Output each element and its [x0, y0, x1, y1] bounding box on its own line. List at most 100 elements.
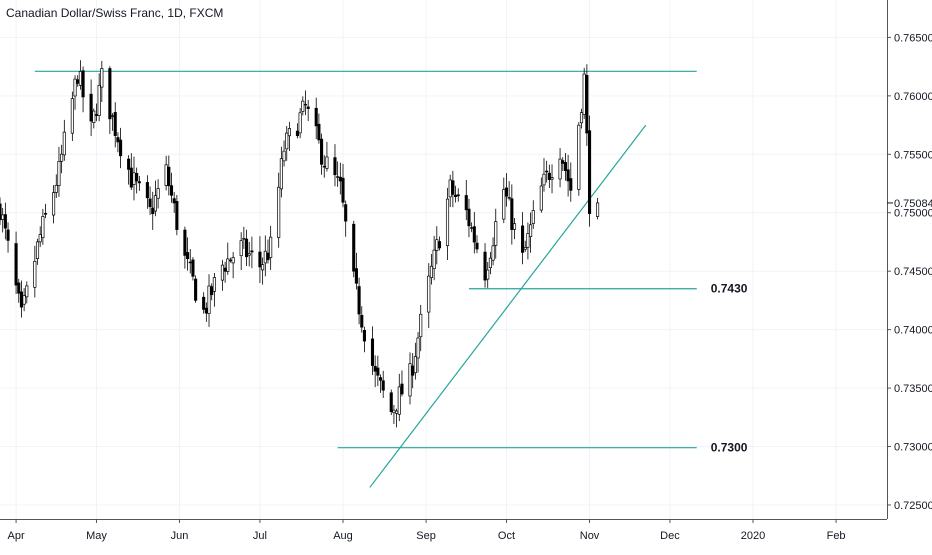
candle-body: [577, 124, 581, 190]
candle-body: [547, 172, 551, 180]
candle-body: [370, 338, 375, 366]
candle-body: [437, 241, 442, 249]
candle-body: [448, 179, 452, 198]
candle-body: [306, 106, 310, 109]
candle-body: [76, 79, 80, 84]
candle-body: [6, 229, 10, 241]
candle-body: [435, 239, 439, 251]
candle-body: [239, 240, 243, 257]
candle-body: [550, 177, 554, 180]
candle-body: [325, 156, 329, 169]
candle-body: [3, 214, 7, 229]
candle-body: [486, 269, 490, 280]
candle-body: [116, 137, 120, 143]
candle-body: [119, 139, 123, 157]
time-scale-background: [0, 519, 932, 550]
candle-body: [153, 195, 157, 212]
candle-body: [295, 130, 300, 137]
candle-body: [228, 259, 233, 262]
price-scale-background: [887, 0, 932, 550]
candle-body: [94, 114, 99, 116]
candle-body: [378, 377, 383, 381]
candle-body: [70, 98, 74, 134]
candle-body: [210, 286, 214, 296]
trend-line: [369, 124, 647, 488]
candle-body: [282, 150, 286, 162]
candle-body: [52, 192, 56, 216]
x-tick-label: Aug: [333, 530, 353, 542]
candle-body: [62, 131, 66, 156]
x-tick-label: 2020: [741, 530, 765, 542]
candle-body: [145, 182, 149, 199]
candle-body: [100, 68, 104, 88]
candle-body: [336, 176, 340, 178]
candle-body: [333, 157, 337, 176]
candle-body: [0, 203, 2, 221]
candle-body: [212, 277, 216, 292]
candle-body: [483, 251, 487, 281]
candle-body: [507, 197, 511, 199]
candle-body: [57, 161, 61, 186]
y-tick-label: 0.73500: [894, 383, 932, 395]
candle-body: [400, 383, 404, 395]
candle-body: [269, 236, 273, 258]
candle-body: [89, 93, 93, 122]
x-tick-label: May: [86, 530, 107, 542]
candle-body: [494, 221, 498, 246]
candle-body: [531, 210, 535, 224]
candle-body: [38, 234, 42, 243]
candle-body: [92, 110, 96, 123]
x-tick-label: Nov: [580, 530, 600, 542]
candle-body: [454, 194, 458, 198]
candle-body: [419, 313, 423, 338]
candle-body: [110, 115, 115, 117]
candle-body: [317, 123, 321, 141]
candle-body: [132, 172, 136, 185]
x-tick-label: Jul: [253, 530, 267, 542]
x-tick-label: Feb: [827, 530, 846, 542]
candle-body: [472, 226, 476, 243]
candle-body: [529, 224, 533, 237]
candle-body: [510, 198, 514, 230]
y-tick-label: 0.72500: [894, 500, 932, 512]
candle-body: [204, 307, 208, 314]
candle-body: [194, 278, 198, 301]
candle-body: [186, 252, 190, 260]
candle-body: [357, 286, 361, 315]
candle-body: [148, 198, 152, 208]
grid: [0, 0, 887, 519]
candle-body: [432, 249, 436, 269]
chart-title: Canadian Dollar/Swiss Franc, 1D, FXCM: [6, 6, 224, 20]
candle-body: [408, 363, 412, 397]
candle-body: [502, 189, 506, 220]
x-tick-label: Jun: [171, 530, 189, 542]
candle-body: [244, 238, 249, 258]
candle-body: [191, 259, 195, 277]
candle-body: [561, 160, 565, 164]
candle-body: [60, 153, 64, 162]
candle-body: [395, 410, 399, 414]
x-tick-label: Apr: [8, 530, 25, 542]
candle-body: [223, 267, 227, 272]
candle-body: [526, 233, 530, 248]
candle-body: [129, 167, 133, 188]
candle-body: [360, 314, 364, 328]
candle-body: [470, 227, 474, 229]
current-price-label: 0.75084: [894, 198, 932, 210]
candle-body: [19, 291, 23, 308]
candle-body: [563, 162, 567, 172]
candle-body: [320, 138, 324, 165]
candle-body: [542, 173, 546, 186]
candle-body: [261, 264, 265, 271]
candle-body: [504, 187, 509, 197]
candle-body: [381, 380, 385, 391]
candle-body: [41, 216, 45, 239]
candle-body: [585, 75, 589, 134]
candle-body: [202, 296, 206, 310]
candle-body: [373, 365, 377, 372]
level-label: 0.7430: [711, 282, 748, 296]
drawing-tools[interactable]: [34, 70, 697, 488]
